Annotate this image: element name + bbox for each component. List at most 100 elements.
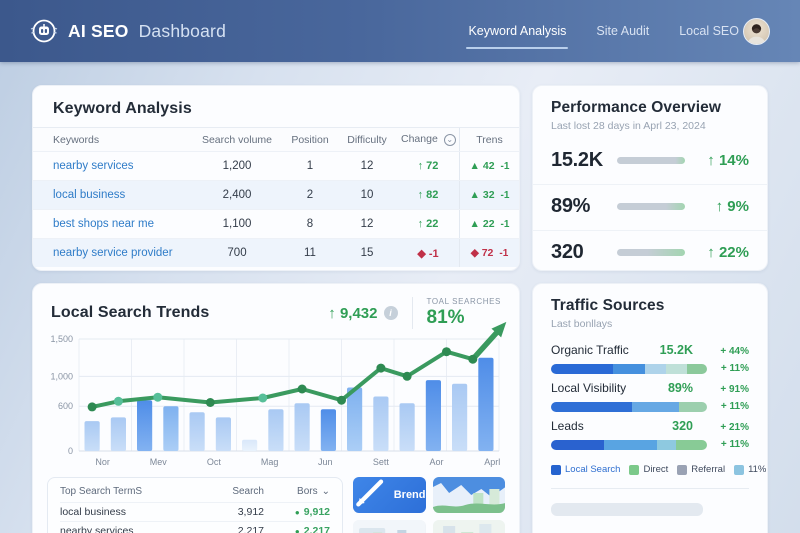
top-terms-header: Top Search TermS Search Bors ⌄ [60,481,330,502]
keyword-link[interactable]: nearby services [53,160,134,172]
position-cell: 11 [304,247,316,259]
trend-bar[interactable] [215,417,231,451]
performance-metric-row: 89% ↑ 9% [533,184,767,228]
legend-swatch [734,464,745,475]
trend-line-point[interactable] [113,396,123,406]
position-cell: 8 [306,218,314,230]
source-bar [551,401,707,412]
bar-segment [678,401,707,412]
bar-segment [551,401,633,412]
total-searches-value: 81% [426,307,465,328]
traffic-title: Traffic Sources [551,297,665,314]
trend-bar[interactable] [425,380,441,451]
dropdown-icon[interactable]: ⌄ [321,486,330,497]
legend-item-11[interactable]: 11% [734,464,766,475]
nav-item-local-seo[interactable]: Local SEO [679,24,739,38]
trend-bar[interactable] [478,357,494,451]
app-title-bold: AI SEO [68,20,129,41]
change-value: ↑ 22 [417,218,439,230]
trend-line [90,349,475,409]
trend-bar[interactable] [373,396,389,452]
legend-item-direct[interactable]: Direct [629,464,668,475]
trend-line-point[interactable] [87,402,97,412]
sort-icon[interactable]: ⌄ [443,134,456,146]
bar-segment [551,363,614,374]
performance-subtitle: Last lost 28 days in Aprl 23, 2024 [551,120,706,132]
trend-bar[interactable] [110,417,126,451]
x-axis-label: Sett [373,457,390,467]
trend-line-point[interactable] [402,371,412,381]
top-terms-col-term: Top Search TermS [60,486,143,497]
trend-line-point[interactable] [258,393,268,403]
legend-item-local-search[interactable]: Local Search [551,464,620,475]
bors-label: Bors [297,486,318,497]
dashboard-body: Keyword Analysis Keywords Search volume Po… [0,62,800,533]
trend-extra: -1 [500,218,510,230]
app-title: AI SEO Dashboard [68,21,226,42]
source-value: 320 [672,419,693,433]
y-axis-tick: 1,000 [50,371,73,381]
bar-chart-thumbnail[interactable] [353,520,426,533]
trend-line-point[interactable] [297,384,307,394]
metric-progress-bar [617,249,685,256]
robot-logo-icon [30,19,58,43]
difficulty-cell: 12 [360,218,374,230]
brand: AI SEO Dashboard [30,17,226,45]
nav-item-keyword-analysis[interactable]: Keyword Analysis [466,18,569,49]
trend-line-point[interactable] [337,395,346,405]
change-cell: ◆ -1 [397,247,459,260]
keyword-link[interactable]: best shops near me [53,218,155,230]
blue-area-chart-thumbnail[interactable] [432,477,505,513]
green-area-chart-thumbnail[interactable] [432,520,505,533]
metric-value: 15.2K [551,148,603,171]
nav-item-site-audit[interactable]: Site Audit [596,24,650,38]
trend-bar[interactable] [320,409,336,451]
trend-line-point[interactable] [468,354,478,364]
trend-bar[interactable] [137,400,153,451]
trend-bar[interactable] [189,412,205,451]
trend-bar[interactable] [268,409,284,451]
source-delta: + 44% [720,346,749,357]
keyword-link[interactable]: local business [53,189,126,201]
bors-number: 9,912 [303,506,330,518]
trend-bar[interactable] [452,383,468,451]
info-icon[interactable]: i [383,306,398,320]
trend-button[interactable]: Brend [353,477,426,513]
y-axis-tick: 600 [58,401,73,411]
bar-segment [666,363,687,374]
trend-bar[interactable] [242,439,258,451]
legend-label: 11% [748,464,767,475]
trends-title: Local Search Trends [51,304,210,321]
trend-line-point[interactable] [376,363,386,373]
column-header-trens: Trens [459,128,519,151]
trend-line-point[interactable] [205,398,215,407]
trend-bar[interactable] [347,387,363,452]
trend-line-point[interactable] [442,347,451,357]
performance-metric-row: 320 ↑ 22% [533,230,767,270]
trend-extra: -1 [499,247,509,259]
term-search-value: 2,217 [237,525,264,533]
trend-bar[interactable] [399,403,415,451]
user-avatar[interactable] [743,17,770,45]
keyword-row: nearby services 1,200 1 12 ↑ 72 ▲ 42 -1 [33,151,519,180]
trend-line-point[interactable] [153,392,163,402]
trend-bar[interactable] [84,421,100,451]
term-name[interactable]: nearby services [60,525,134,533]
term-bors-value: ● 2,217 [264,525,330,533]
keyword-cell: local business [33,189,191,201]
keyword-row: best shops near me 1,100 8 12 ↑ 22 ▲ 22 -1 [33,209,519,238]
legend-item-referral[interactable]: Referral [677,464,725,475]
trend-bar[interactable] [163,406,179,451]
trend-cell: ◆ 72 -1 [459,239,519,267]
trend-bar[interactable] [294,403,310,451]
keyword-link[interactable]: nearby service provider [53,247,173,259]
traffic-source-list: Organic Traffic 15.2K + 44% + 11% Local Visi… [533,336,767,450]
metric-value: 89% [551,195,591,217]
bar-segment [675,439,707,450]
column-header-change[interactable]: Change ⌄ [397,133,459,146]
term-name[interactable]: local business [60,506,126,518]
app-title-light: Dashboard [138,20,227,41]
bar-segment [632,401,679,412]
metric-delta: ↑ 9% [715,198,749,215]
top-terms-col-bors[interactable]: Bors ⌄ [264,486,330,497]
